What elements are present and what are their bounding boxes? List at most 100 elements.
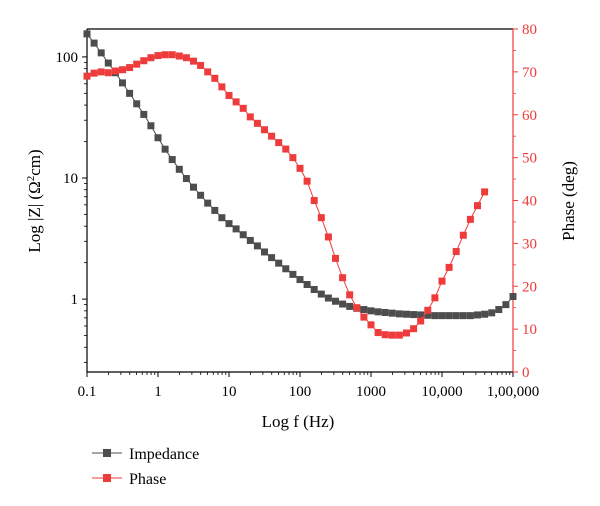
impedance-point — [119, 79, 126, 87]
y-right-tick-label: 10 — [522, 322, 537, 338]
phase-point — [253, 119, 261, 127]
impedance-point — [296, 276, 304, 284]
impedance-point — [445, 312, 453, 320]
phase-point — [339, 274, 347, 282]
y-right-tick-label: 50 — [522, 151, 537, 167]
impedance-point — [317, 290, 325, 298]
phase-point — [431, 294, 439, 302]
impedance-point — [438, 312, 446, 320]
impedance-point — [360, 306, 368, 314]
impedance-point — [204, 199, 212, 207]
phase-point — [452, 248, 460, 256]
impedance-point — [332, 297, 339, 305]
phase-point — [466, 215, 474, 223]
phase-point — [360, 313, 368, 321]
y-right-tick-label: 30 — [522, 236, 537, 252]
impedance-point — [239, 231, 247, 239]
phase-point — [303, 177, 311, 185]
y-left-tick-label: 100 — [56, 50, 79, 66]
impedance-point — [424, 311, 432, 319]
y-axis-right-title: Phase (deg) — [559, 161, 578, 241]
y-right-tick-label: 70 — [522, 65, 537, 81]
legend: Impedance Phase — [92, 446, 199, 488]
impedance-point — [161, 145, 169, 153]
phase-point — [261, 126, 268, 134]
phase-point — [204, 68, 212, 76]
impedance-point — [346, 302, 354, 310]
impedance-point — [324, 294, 332, 302]
x-tick-label: 1 — [154, 384, 162, 400]
phase-point — [332, 254, 339, 262]
phase-point — [83, 72, 91, 80]
phase-point — [275, 139, 283, 147]
impedance-point — [97, 49, 105, 57]
impedance-point — [459, 312, 467, 320]
phase-point — [175, 52, 183, 60]
legend-marker-phase — [103, 474, 111, 482]
impedance-point — [502, 301, 510, 309]
impedance-point — [339, 300, 347, 308]
legend-item-phase: Phase — [92, 471, 166, 488]
impedance-point — [509, 293, 517, 301]
phase-point — [190, 57, 197, 65]
impedance-point — [90, 39, 98, 47]
x-axis-title: Log f (Hz) — [262, 412, 335, 431]
y-right-tick-label: 80 — [522, 22, 537, 38]
phase-point — [438, 277, 446, 285]
x-tick-label: 1000 — [356, 384, 386, 400]
impedance-point — [182, 175, 190, 183]
impedance-point — [410, 311, 418, 319]
phase-point — [111, 67, 119, 75]
impedance-series — [83, 30, 517, 320]
phase-point — [140, 57, 148, 65]
x-tick-label: 10 — [222, 384, 237, 400]
phase-point — [388, 331, 396, 339]
phase-point — [218, 83, 226, 91]
impedance-point — [268, 254, 276, 262]
impedance-point — [261, 248, 268, 256]
impedance-point — [126, 89, 134, 97]
phase-point — [161, 51, 169, 59]
impedance-point — [403, 310, 410, 318]
phase-point — [310, 197, 318, 204]
chart-axes — [82, 28, 518, 377]
phase-point — [424, 306, 432, 314]
phase-point — [104, 69, 112, 77]
phase-point — [289, 154, 297, 162]
legend-marker-impedance — [103, 449, 111, 457]
y-right-tick-label: 60 — [522, 108, 537, 124]
tick-labels: 0.1 1 10 100 1000 10,000 1,00,0001101000102030… — [56, 22, 540, 400]
phase-point — [296, 164, 304, 172]
impedance-point — [154, 134, 162, 142]
phase-point — [346, 291, 354, 299]
x-tick-label: 1,00,000 — [487, 384, 540, 400]
legend-label-impedance: Impedance — [129, 446, 199, 463]
impedance-point — [218, 214, 226, 222]
phase-point — [182, 54, 190, 62]
phase-point — [395, 331, 403, 339]
phase-point — [474, 202, 481, 210]
impedance-point — [374, 308, 382, 316]
impedance-point — [481, 310, 489, 318]
impedance-point — [133, 100, 141, 108]
impedance-point — [147, 122, 155, 130]
impedance-point — [431, 312, 439, 320]
impedance-point — [140, 110, 148, 118]
impedance-point — [310, 286, 318, 294]
phase-point — [445, 263, 453, 271]
y-axis-left-title: Log |Z| (Ω2cm) — [25, 149, 44, 252]
impedance-point — [417, 311, 425, 319]
impedance-point — [232, 225, 240, 233]
phase-point — [90, 69, 98, 77]
x-tick-label: 10,000 — [421, 384, 462, 400]
impedance-line — [86, 33, 514, 317]
impedance-point — [466, 312, 474, 320]
phase-point — [381, 331, 389, 339]
x-tick-label: 0.1 — [78, 384, 97, 400]
phase-point — [133, 60, 141, 68]
impedance-point — [225, 220, 233, 228]
impedance-point — [190, 183, 197, 191]
phase-point — [353, 304, 361, 312]
impedance-point — [211, 206, 219, 214]
